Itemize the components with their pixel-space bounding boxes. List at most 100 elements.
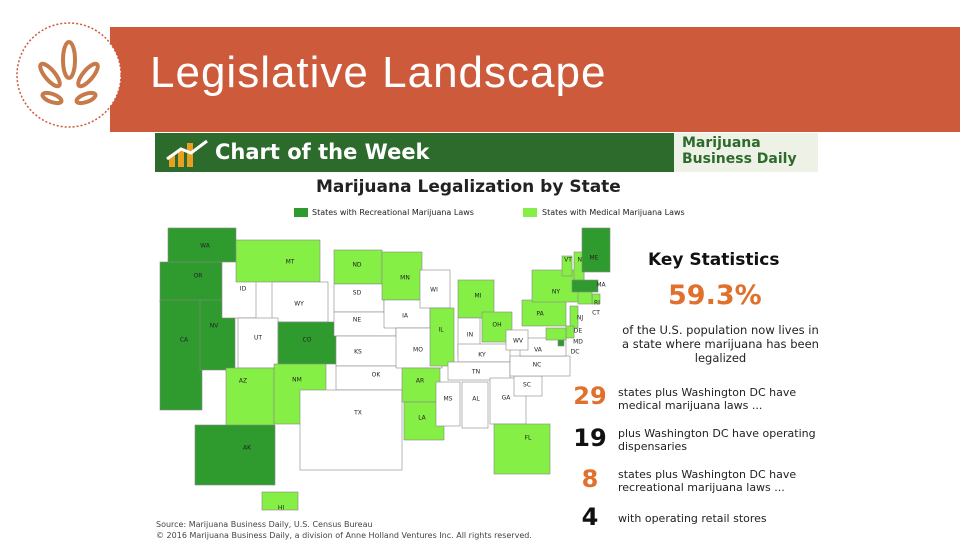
stats-title: Key Statistics — [648, 250, 780, 270]
state-shape — [435, 381, 461, 427]
state-shape — [545, 327, 567, 341]
legend-swatch — [294, 208, 308, 217]
state-label: IA — [402, 313, 409, 320]
state-shape — [493, 423, 551, 475]
state-label: AR — [416, 378, 424, 385]
state-label: KY — [478, 352, 486, 359]
state-label: KS — [354, 349, 362, 356]
stat-text: states plus Washington DC have medical m… — [618, 386, 797, 412]
state-label: MO — [413, 347, 423, 354]
state-shape — [505, 329, 529, 351]
state-label: CA — [180, 337, 189, 344]
state-label: OR — [194, 273, 203, 280]
state-label: RI — [594, 300, 600, 307]
legend-label: States with Medical Marijuana Laws — [542, 208, 685, 217]
header-bar — [110, 27, 960, 132]
state-label: ID — [240, 286, 247, 293]
state-label: VT — [564, 257, 572, 264]
state-shape — [335, 335, 399, 367]
state-shape — [401, 367, 441, 403]
state-shape — [577, 291, 593, 305]
state-shape — [271, 281, 329, 323]
state-shape — [159, 299, 203, 411]
state-shape — [571, 279, 599, 293]
banner-icon — [166, 139, 208, 167]
brand-text: Marijuana — [682, 135, 761, 151]
state-shape — [237, 317, 279, 369]
state-label: VA — [534, 347, 543, 354]
state-label: GA — [502, 395, 512, 402]
state-shape — [561, 255, 573, 277]
state-label: OH — [492, 322, 501, 329]
stat-text: states plus Washington DC have recreatio… — [618, 468, 797, 494]
state-label: SD — [353, 290, 362, 297]
state-shape — [521, 299, 567, 327]
stats-text: of the U.S. population now lives in a st… — [622, 323, 819, 365]
state-shape — [299, 389, 403, 471]
legend-swatch — [523, 208, 537, 217]
state-label: ME — [590, 255, 599, 262]
state-label: NM — [292, 377, 302, 384]
state-label: MT — [286, 259, 295, 266]
state-label: WI — [430, 287, 438, 294]
state-label: MN — [400, 275, 410, 282]
state-label: MA — [596, 282, 606, 289]
state-shape — [235, 239, 321, 283]
state-label: WV — [513, 338, 524, 345]
state-label: DE — [574, 328, 583, 335]
state-label: NE — [353, 317, 361, 324]
state-shape — [261, 491, 299, 511]
state-label: AL — [472, 396, 480, 403]
state-label: PA — [536, 311, 544, 318]
state-shape — [461, 381, 489, 429]
stat-number: 8 — [581, 465, 599, 493]
stat-text: plus Washington DC have operating dispen… — [618, 427, 816, 453]
source-text: Source: Marijuana Business Daily, U.S. C… — [156, 520, 373, 529]
state-shape — [159, 261, 223, 303]
banner-title: Chart of the Week — [215, 140, 430, 164]
state-label: SC — [523, 382, 531, 389]
state-label: OK — [372, 372, 382, 379]
state-shape — [557, 339, 565, 347]
stat-number: 29 — [573, 382, 607, 410]
state-label: LA — [418, 415, 426, 422]
stat-number: 4 — [581, 503, 599, 531]
us-map: WA OR CA NV ID MT WY UT CO AZ NM ND SD NE KS OK TX MN IA MO… — [159, 227, 611, 512]
state-label: WY — [294, 301, 304, 308]
state-shape — [333, 249, 383, 285]
state-label: NC — [533, 362, 542, 369]
state-label: CO — [303, 337, 312, 344]
slide-title: Legislative Landscape — [150, 48, 607, 97]
stat-number: 19 — [573, 424, 607, 452]
state-label: MD — [573, 339, 583, 346]
state-label: WA — [200, 243, 211, 250]
state-shape — [277, 321, 337, 365]
state-label: ND — [352, 262, 361, 269]
state-label: MI — [475, 293, 482, 300]
stat-text: with operating retail stores — [618, 512, 767, 525]
state-label: UT — [254, 335, 262, 342]
state-label: NJ — [577, 315, 583, 322]
state-label: HI — [278, 505, 285, 512]
state-label: MS — [444, 396, 453, 403]
state-shape — [457, 279, 495, 319]
state-label: DC — [571, 349, 580, 356]
legend-label: States with Recreational Marijuana Laws — [312, 208, 474, 217]
state-shape — [225, 367, 275, 431]
brand-text: Business Daily — [682, 151, 797, 167]
state-shape — [429, 307, 455, 367]
logo — [16, 22, 122, 128]
map-title: Marijuana Legalization by State — [316, 177, 621, 197]
state-label: NV — [210, 323, 219, 330]
state-shape — [194, 424, 276, 486]
state-label: IL — [438, 327, 444, 334]
brand-panel — [674, 133, 818, 172]
state-label: FL — [525, 435, 532, 442]
state-label: NY — [552, 289, 560, 296]
source-text: © 2016 Marijuana Business Daily, a divis… — [156, 531, 532, 540]
state-label: TN — [471, 369, 480, 376]
state-label: CT — [592, 310, 600, 317]
state-shape — [581, 227, 611, 273]
state-label: AK — [243, 445, 252, 452]
